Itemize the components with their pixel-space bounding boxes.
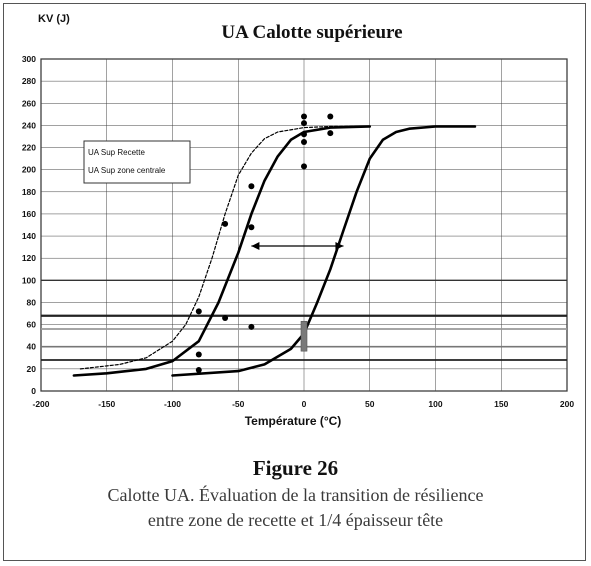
data-point bbox=[222, 220, 229, 227]
shift-arrow-head-left bbox=[251, 242, 260, 251]
y-tick-label: 240 bbox=[22, 120, 36, 130]
x-tick-label: -50 bbox=[232, 399, 245, 409]
data-point bbox=[301, 113, 307, 120]
data-points bbox=[195, 113, 334, 373]
data-point bbox=[327, 113, 334, 120]
figure-caption-line-2: entre zone de recette et 1/4 épaisseur t… bbox=[147, 510, 444, 530]
figure-caption-line-1: Calotte UA. Évaluation de la transition … bbox=[107, 485, 484, 505]
legend-entry-zone-centrale: UA Sup zone centrale bbox=[88, 166, 166, 175]
legend-box bbox=[83, 140, 191, 184]
data-point bbox=[248, 183, 255, 190]
legend: UA Sup Recette UA Sup zone centrale bbox=[83, 140, 191, 184]
x-tick-label: -200 bbox=[32, 399, 49, 409]
data-point bbox=[327, 130, 334, 137]
x-tick-label: -150 bbox=[98, 399, 115, 409]
data-point bbox=[195, 308, 202, 315]
curve-3 bbox=[171, 125, 477, 377]
data-point bbox=[195, 351, 202, 358]
y-tick-label: 300 bbox=[22, 54, 36, 64]
y-tick-label: 260 bbox=[22, 98, 36, 108]
y-tick-label: 280 bbox=[22, 76, 36, 86]
y-tick-label: 20 bbox=[27, 364, 37, 374]
data-point bbox=[248, 323, 255, 330]
x-tick-label: 150 bbox=[494, 399, 508, 409]
y-tick-label: 40 bbox=[27, 342, 37, 352]
data-point bbox=[301, 139, 307, 145]
x-tick-label: 50 bbox=[365, 399, 375, 409]
data-point bbox=[301, 120, 307, 127]
chart-title: UA Calotte supérieure bbox=[221, 22, 402, 43]
y-tick-label: 100 bbox=[22, 275, 36, 285]
chart: KV (J) UA Calotte supérieure -200 -150 -10… bbox=[22, 13, 575, 428]
y-tick-label: 220 bbox=[22, 143, 36, 153]
y-tick-label: 140 bbox=[22, 231, 36, 241]
y-axis-unit-label: KV (J) bbox=[38, 13, 70, 25]
y-tick-label: 80 bbox=[27, 297, 37, 307]
scatter-bar-marker bbox=[300, 320, 308, 352]
shift-arrow-head-right bbox=[335, 242, 344, 251]
data-point bbox=[222, 314, 229, 321]
data-point bbox=[195, 366, 202, 373]
x-tick-label: 0 bbox=[302, 399, 307, 409]
y-tick-label: 0 bbox=[31, 386, 36, 396]
y-tick-label: 120 bbox=[22, 253, 36, 263]
y-tick-labels: 0 20 40 60 80 100 120 140 160 180 200 220 240 260 280 3… bbox=[22, 54, 36, 396]
x-tick-label: -100 bbox=[164, 399, 181, 409]
x-tick-label: 200 bbox=[560, 399, 574, 409]
annotations bbox=[251, 242, 344, 352]
x-tick-labels: -200 -150 -100 -50 0 50 100 150 200 bbox=[32, 399, 574, 409]
y-tick-label: 160 bbox=[22, 209, 36, 219]
x-axis-label: Température (°C) bbox=[245, 414, 342, 428]
curve-1 bbox=[79, 125, 371, 370]
y-tick-label: 180 bbox=[22, 187, 36, 197]
legend-entry-recette: UA Sup Recette bbox=[88, 148, 145, 157]
y-tick-label: 200 bbox=[22, 165, 36, 175]
figure-frame bbox=[3, 3, 586, 561]
y-tick-label: 60 bbox=[27, 320, 37, 330]
data-point bbox=[301, 163, 307, 170]
data-point bbox=[248, 224, 255, 231]
data-point bbox=[301, 131, 307, 138]
figure-label: Figure 26 bbox=[252, 456, 339, 480]
x-tick-label: 100 bbox=[428, 399, 442, 409]
